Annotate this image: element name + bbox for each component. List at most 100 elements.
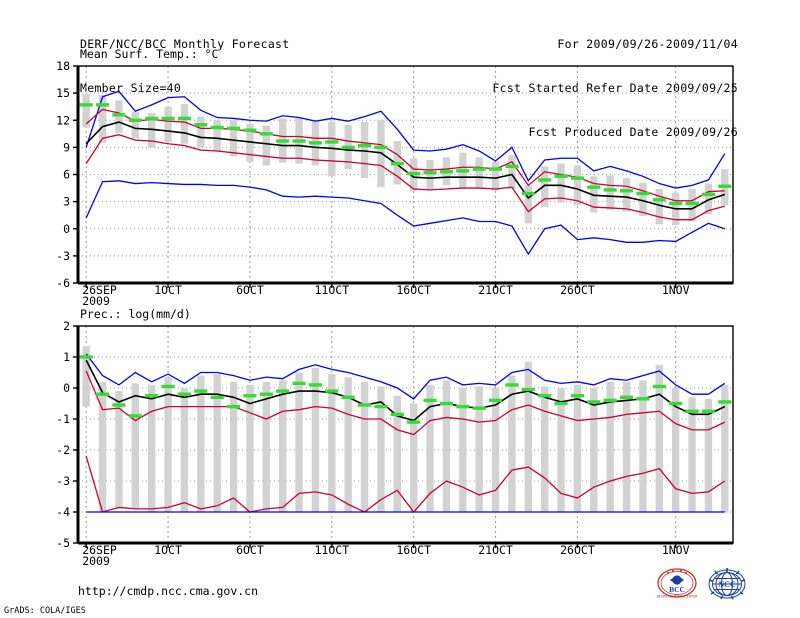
spread-bar	[246, 123, 254, 162]
spread-bar	[82, 94, 90, 128]
y-axis-tick-label: -2	[56, 443, 70, 457]
spread-bar	[606, 381, 614, 512]
x-axis-tick-label: 1OCT	[154, 543, 182, 557]
spread-bar	[590, 176, 598, 213]
y-axis-tick-label: -1	[56, 412, 70, 426]
y-axis-tick-label: 0	[63, 381, 70, 395]
spread-bar	[360, 381, 369, 512]
spread-bar	[246, 384, 254, 512]
spread-bar	[573, 165, 582, 206]
spread-bar	[688, 397, 696, 512]
spread-bar	[606, 175, 614, 210]
spread-bar	[639, 380, 647, 512]
spread-bar	[164, 106, 172, 142]
precipitation-chart: -5 -4 -3 -2 -1 0 1 2 26SEP 1OCT 6OCT 11OCT 16OCT 21OC…	[56, 319, 734, 568]
spread-bar	[98, 381, 107, 512]
spread-bar	[344, 377, 352, 512]
spread-bar	[672, 388, 680, 512]
precipitation-panel-title: Prec.: log(mm/d)	[80, 307, 191, 321]
spread-bar	[197, 116, 205, 148]
spread-bar	[557, 163, 565, 203]
x-axis-tick-label: 6OCT	[236, 543, 264, 557]
spread-bar	[82, 346, 90, 407]
x-axis-tick-label: 16OCT	[396, 543, 431, 557]
spread-bar	[131, 112, 139, 139]
spread-bar	[442, 380, 451, 512]
spread-bar	[688, 188, 696, 222]
y-axis-tick-label: 1	[63, 350, 70, 364]
spread-bar	[491, 388, 500, 512]
spread-bar	[508, 375, 516, 512]
y-axis-tick-label: -4	[56, 505, 70, 519]
spread-bar	[508, 155, 516, 189]
x-axis-tick-label: 26SEP	[82, 543, 117, 557]
spread-bar	[622, 178, 631, 212]
series-line	[85, 180, 726, 256]
series-line	[85, 134, 725, 221]
y-axis-tick-label: -3	[56, 474, 70, 488]
spread-bar	[590, 388, 598, 512]
spread-bar	[622, 381, 631, 512]
spread-bar	[115, 100, 123, 133]
spread-bar	[524, 185, 532, 224]
y-axis-tick-label: 18	[56, 59, 70, 73]
ncc-logo: NCC	[706, 566, 748, 604]
y-axis-tick-label: 6	[63, 168, 70, 182]
spread-bar	[295, 372, 303, 512]
spread-bar	[655, 188, 663, 225]
spread-bar	[328, 122, 336, 177]
spread-bar	[131, 383, 139, 509]
series-line	[85, 353, 726, 400]
x-axis-tick-label: 21OCT	[478, 543, 513, 557]
series-line	[85, 121, 726, 210]
spread-bar	[148, 113, 156, 148]
forecast-title: DERF/NCC/BCC Monthly Forecast	[80, 37, 290, 51]
spread-bar	[704, 398, 713, 512]
spread-bar	[721, 384, 729, 512]
temperature-panel-title: Mean Surf. Temp.: °C	[80, 47, 219, 61]
spread-bar	[704, 183, 713, 215]
spread-bar	[410, 403, 418, 512]
spread-bar	[229, 381, 238, 512]
spread-bar	[180, 103, 189, 144]
y-axis-tick-label: 9	[63, 140, 70, 154]
spread-bar	[98, 94, 107, 143]
website-url[interactable]: http://cmdp.ncc.cma.gov.cn	[78, 584, 259, 598]
x-axis-tick-label: 1NOV	[662, 543, 690, 557]
x-axis-year-label: 2009	[82, 554, 110, 568]
spread-bar	[197, 375, 205, 512]
series-line	[85, 370, 726, 436]
spread-bar	[328, 374, 336, 512]
spread-bar	[639, 182, 647, 217]
x-axis-tick-label: 1OCT	[154, 283, 182, 297]
spread-bar	[573, 384, 582, 512]
header-right-block: For 2009/09/26-2009/11/04 Fcst Started R…	[492, 8, 738, 154]
header-left-block: DERF/NCC/BCC Monthly Forecast Member Siz…	[80, 8, 289, 110]
spread-bar	[213, 374, 221, 512]
spread-bar	[180, 388, 189, 512]
spread-bar	[213, 120, 221, 151]
spread-bar	[475, 386, 483, 512]
y-axis-tick-label: -6	[56, 276, 70, 290]
svg-text:NCC: NCC	[718, 580, 736, 589]
logo-group: BCC BEIJING CLIMATE CENTER	[656, 566, 748, 604]
y-axis-tick-label: -3	[56, 249, 70, 263]
spread-bar	[557, 388, 565, 512]
spread-bar	[262, 381, 270, 512]
spread-bar	[164, 377, 172, 512]
spread-bar	[426, 160, 434, 190]
temperature-chart: -6 -3 0 3 6 9 12 15 18 26SEP 1OCT 6OCT 11OCT 16OCT 21O…	[56, 59, 734, 308]
y-axis-tick-label: 12	[56, 113, 70, 127]
forecast-start-date-label: Fcst Started Refer Date 2009/09/25	[492, 81, 738, 95]
spread-bar	[262, 125, 270, 166]
svg-text:BEIJING CLIMATE CENTER: BEIJING CLIMATE CENTER	[657, 595, 698, 599]
x-axis-tick-label: 11OCT	[315, 543, 350, 557]
series-line	[85, 456, 726, 514]
spread-bar	[229, 120, 238, 157]
forecast-period-label: For 2009/09/26-2009/11/04	[557, 37, 738, 51]
x-axis-year-label: 2009	[82, 294, 110, 308]
spread-bar	[360, 122, 369, 179]
series-line	[85, 359, 726, 422]
spread-bar	[541, 386, 549, 512]
